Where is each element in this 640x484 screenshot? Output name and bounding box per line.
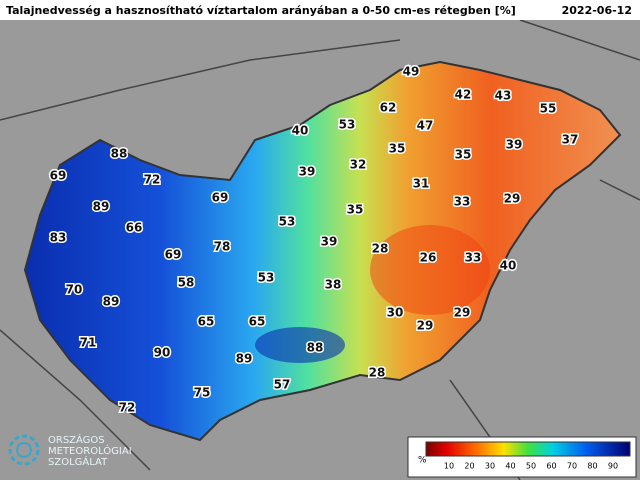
station-value: 32 xyxy=(350,158,367,172)
station-value: 49 xyxy=(403,65,420,79)
station-value: 66 xyxy=(126,221,143,235)
station-value: 89 xyxy=(103,295,120,309)
legend-tick: 10 xyxy=(444,462,454,471)
station-value: 28 xyxy=(369,366,386,380)
title: Talajnedvesség a hasznosítható víztartal… xyxy=(6,4,516,17)
legend-tick: 40 xyxy=(505,462,515,471)
legend-unit: % xyxy=(418,456,427,466)
station-value: 70 xyxy=(66,283,83,297)
station-value: 38 xyxy=(325,278,342,292)
station-value: 88 xyxy=(111,147,128,161)
station-value: 40 xyxy=(292,124,309,138)
legend-tick: 90 xyxy=(608,462,618,471)
station-value: 35 xyxy=(347,203,364,217)
title-bar xyxy=(0,0,640,20)
legend-tick: 70 xyxy=(567,462,577,471)
station-value: 39 xyxy=(321,235,338,249)
station-value: 71 xyxy=(80,336,97,350)
station-value: 75 xyxy=(194,386,211,400)
logo: ORSZÁGOS METEOROLÓGIAI SZOLGÁLAT xyxy=(8,433,132,468)
station-value: 29 xyxy=(504,192,521,206)
station-value: 83 xyxy=(50,231,67,245)
station-value: 30 xyxy=(387,306,404,320)
borders xyxy=(0,19,640,481)
station-value: 53 xyxy=(258,271,275,285)
station-value: 65 xyxy=(198,315,215,329)
station-value: 28 xyxy=(372,242,389,256)
station-value: 65 xyxy=(249,315,266,329)
station-value: 88 xyxy=(307,341,324,355)
station-value: 78 xyxy=(214,240,231,254)
station-value: 58 xyxy=(178,276,195,290)
station-value: 33 xyxy=(465,251,482,265)
legend-tick: 50 xyxy=(526,462,536,471)
legend-tick: 80 xyxy=(587,462,597,471)
station-value: 35 xyxy=(455,148,472,162)
station-value: 53 xyxy=(279,215,296,229)
station-value: 40 xyxy=(500,259,517,273)
station-value: 72 xyxy=(144,173,161,187)
station-value: 31 xyxy=(413,177,430,191)
legend-tick: 30 xyxy=(485,462,495,471)
station-value: 37 xyxy=(562,133,579,147)
station-value: 62 xyxy=(380,101,397,115)
station-value: 89 xyxy=(93,200,110,214)
station-value: 35 xyxy=(389,142,406,156)
station-value: 47 xyxy=(417,119,434,133)
station-value: 55 xyxy=(540,102,557,116)
station-value: 29 xyxy=(417,319,434,333)
legend-bar xyxy=(425,441,631,457)
station-value: 57 xyxy=(274,378,291,392)
station-value: 69 xyxy=(212,191,229,205)
station-value: 43 xyxy=(495,89,512,103)
station-value: 90 xyxy=(154,346,171,360)
station-value: 39 xyxy=(299,165,316,179)
dry-area xyxy=(370,225,490,315)
station-value: 33 xyxy=(454,195,471,209)
station-value: 53 xyxy=(339,118,356,132)
country xyxy=(23,60,622,442)
legend-tick: 20 xyxy=(464,462,474,471)
date: 2022-06-12 xyxy=(562,4,632,17)
wet-area xyxy=(255,327,345,363)
station-value: 39 xyxy=(506,138,523,152)
station-value: 72 xyxy=(119,401,136,415)
station-value: 29 xyxy=(454,306,471,320)
station-value: 26 xyxy=(420,251,437,265)
logo-line: METEOROLÓGIAI xyxy=(48,444,132,457)
station-value: 89 xyxy=(236,352,253,366)
logo-line: SZOLGÁLAT xyxy=(48,455,108,468)
station-value: 69 xyxy=(165,248,182,262)
legend-tick: 60 xyxy=(546,462,556,471)
station-value: 42 xyxy=(455,88,472,102)
logo-line: ORSZÁGOS xyxy=(48,433,105,446)
station-value: 69 xyxy=(50,169,67,183)
